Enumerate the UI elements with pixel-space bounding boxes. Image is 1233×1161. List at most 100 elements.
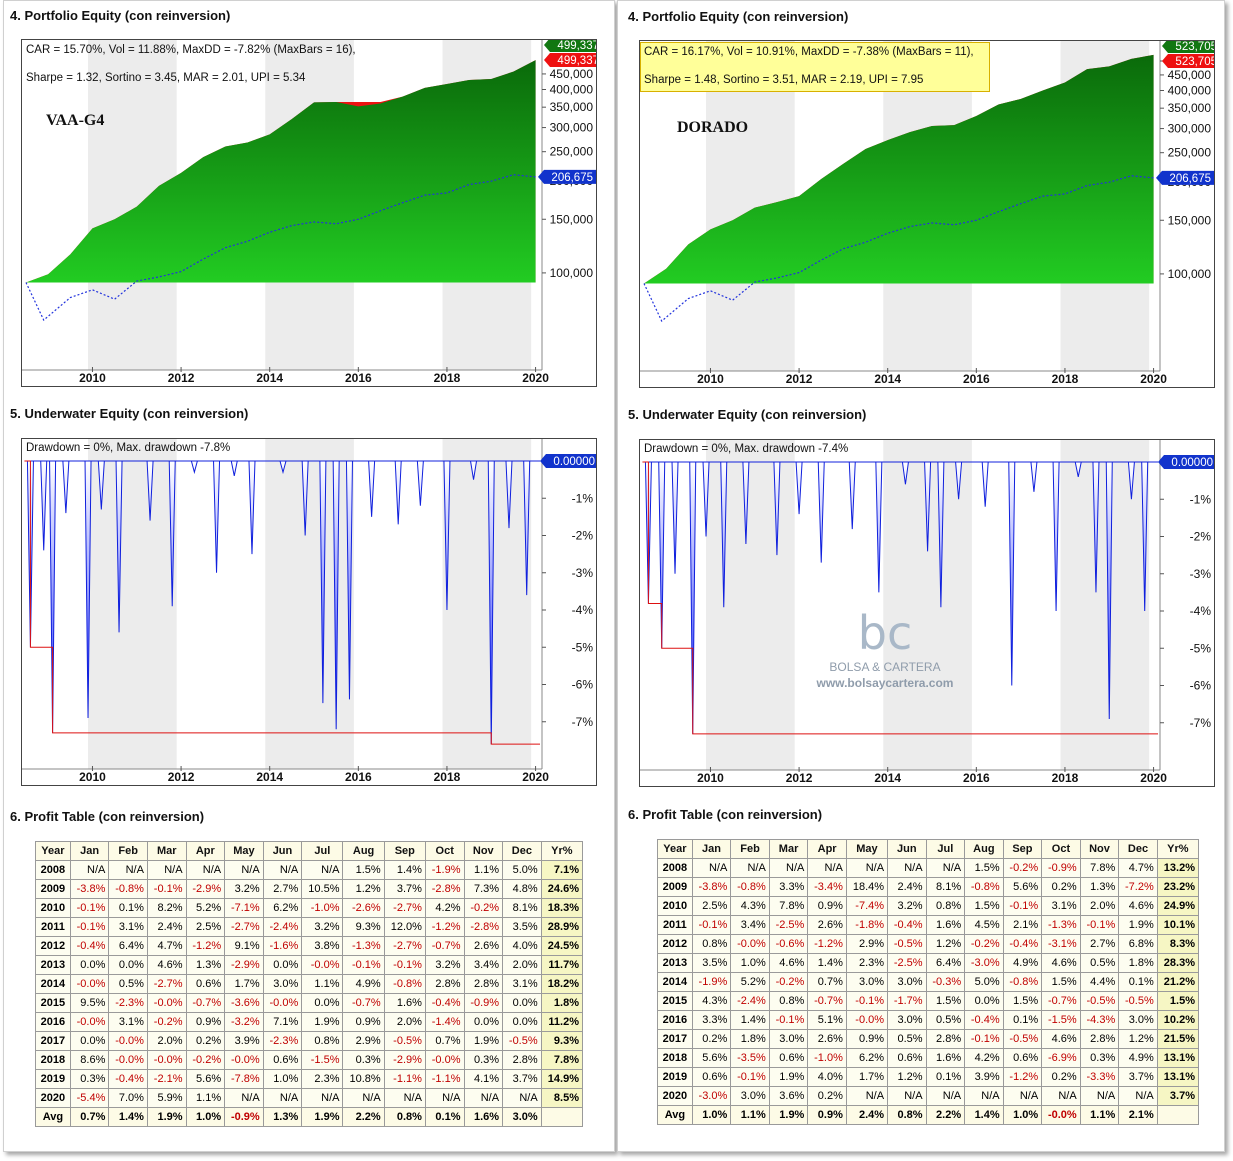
month-cell: 2.9% xyxy=(845,934,889,954)
x-tick-label: 2010 xyxy=(697,372,724,386)
month-cell: N/A xyxy=(224,1088,264,1108)
month-cell: 9.1% xyxy=(224,936,264,956)
x-tick-label: 2014 xyxy=(874,771,901,785)
month-cell: -7.2% xyxy=(1118,877,1158,897)
month-cell: -0.5% xyxy=(1079,991,1120,1011)
month-cell: -0.1% xyxy=(1079,915,1120,935)
month-cell: -0.2% xyxy=(1002,858,1043,878)
equity-stats: CAR = 16.17%, Vol = 10.91%, MaxDD = -7.3… xyxy=(640,42,990,92)
month-cell: -3.0% xyxy=(964,953,1004,973)
month-cell: 1.3% xyxy=(262,1107,303,1127)
table-row: 2011 -0.1% 3.4% -2.5% 2.6% -1.8% -0.4% 1.6% 4.5%… xyxy=(657,915,1200,935)
month-cell: 8.2% xyxy=(146,898,187,918)
month-cell: 0.6% xyxy=(185,974,226,994)
badge-last-equity-text: 499,337 xyxy=(557,40,596,52)
x-tick-label: 2014 xyxy=(256,770,283,784)
month-cell: 0.5% xyxy=(1079,953,1120,973)
month-cell: 0.1% xyxy=(1002,1010,1043,1030)
underwater-chart: -1% -2% -3% -4% -5% -6% -7% 2010 2012 2014 2016 201… xyxy=(639,439,1215,787)
month-cell: 0.0% xyxy=(502,993,542,1013)
month-cell: -0.4% xyxy=(424,993,465,1013)
max-drawdown-line xyxy=(642,461,1158,735)
watermark-logo: bc xyxy=(857,606,913,660)
month-cell: N/A xyxy=(887,1086,927,1106)
year-return-cell: 7.1% xyxy=(540,860,584,880)
month-cell: 0.9% xyxy=(185,1012,226,1032)
month-cell: -3.3% xyxy=(1079,1067,1120,1087)
x-tick-label: 2018 xyxy=(1052,372,1079,386)
month-cell: -2.8% xyxy=(424,879,465,899)
month-cell: 3.0% xyxy=(262,974,303,994)
month-cell: 3.0% xyxy=(730,1086,770,1106)
month-cell: 1.2% xyxy=(925,934,966,954)
month-cell: -0.5% xyxy=(1118,991,1158,1011)
month-cell: 0.8% xyxy=(887,1105,927,1125)
month-cell: -0.8% xyxy=(730,877,770,897)
table-header-row: Year Jan Feb Mar Apr May Jun Jul Aug Sep Oct Nov Dec… xyxy=(657,839,1200,859)
column-header: Apr xyxy=(807,839,847,859)
month-cell: 6.4% xyxy=(925,953,966,973)
month-cell: 2.0% xyxy=(1079,896,1120,916)
column-header: Yr% xyxy=(540,841,584,861)
year-cell: 2017 xyxy=(35,1031,71,1051)
month-cell: -0.5% xyxy=(1002,1029,1043,1049)
table-row: 2016 -0.0% 3.1% -0.2% 0.9% -3.2% 7.1% 1.9% 0.9% 2… xyxy=(35,1012,584,1032)
month-cell: -0.1% xyxy=(1002,896,1043,916)
month-cell: 6.4% xyxy=(108,936,148,956)
month-cell: 4.2% xyxy=(964,1048,1004,1068)
month-cell: 4.0% xyxy=(502,936,542,956)
year-cell: 2016 xyxy=(657,1010,693,1030)
month-cell: -0.5% xyxy=(383,1031,426,1051)
month-cell: 4.9% xyxy=(342,974,385,994)
month-cell: -1.1% xyxy=(424,1069,465,1089)
x-tick-label: 2020 xyxy=(1140,771,1167,785)
month-cell: 6.2% xyxy=(845,1048,889,1068)
table-row: 2011 -0.1% 3.1% 2.4% 2.5% -2.7% -2.4% 3.2% 9.3% 1… xyxy=(35,917,584,937)
month-cell: N/A xyxy=(1118,1086,1158,1106)
month-cell: N/A xyxy=(502,1088,542,1108)
equity-chart-svg: 100,000150,000200,000250,000300,000350,0… xyxy=(22,40,596,385)
year-cell: 2010 xyxy=(35,898,71,918)
y-tick-label: -2% xyxy=(572,529,594,543)
year-cell: 2014 xyxy=(657,972,693,992)
badge-last-benchmark-text: 206,675 xyxy=(551,172,593,184)
watermark-url: www.bolsaycartera.com xyxy=(816,676,954,690)
month-cell: 4.6% xyxy=(1041,1029,1081,1049)
month-cell: -0.6% xyxy=(768,934,809,954)
x-tick-label: 2020 xyxy=(522,770,549,784)
month-cell: -7.4% xyxy=(845,896,889,916)
month-cell: N/A xyxy=(342,1088,385,1108)
month-cell: -3.1% xyxy=(1041,934,1081,954)
year-return-cell: 24.6% xyxy=(540,879,584,899)
month-cell: 3.1% xyxy=(502,974,542,994)
month-cell: N/A xyxy=(768,858,809,878)
month-cell: 2.1% xyxy=(1002,915,1043,935)
y-tick-label: 450,000 xyxy=(550,67,594,81)
month-cell: 7.3% xyxy=(463,879,504,899)
year-band xyxy=(1060,440,1150,770)
month-cell: 1.9% xyxy=(768,1105,809,1125)
year-return-cell: 8.3% xyxy=(1156,934,1200,954)
year-return-cell: 13.1% xyxy=(1156,1067,1200,1087)
equity-area xyxy=(644,54,1154,284)
month-cell: -0.1% xyxy=(69,917,110,937)
underwater-title: 5. Underwater Equity (con reinversion) xyxy=(628,407,867,422)
year-cell: 2010 xyxy=(657,896,693,916)
table-row: 2019 0.3% -0.4% -2.1% 5.6% -7.8% 1.0% 2.3% 10.8%… xyxy=(35,1069,584,1089)
year-cell: 2019 xyxy=(657,1067,693,1087)
column-header: Oct xyxy=(1041,839,1081,859)
month-cell: N/A xyxy=(691,858,732,878)
month-cell: 9.3% xyxy=(342,917,385,937)
year-cell: 2009 xyxy=(35,879,71,899)
x-tick-label: 2012 xyxy=(786,372,813,386)
y-tick-label: -5% xyxy=(1190,641,1212,655)
month-cell: 3.1% xyxy=(108,1012,148,1032)
month-cell: 3.0% xyxy=(1118,1010,1158,1030)
month-cell: 8.1% xyxy=(502,898,542,918)
underwater-title: 5. Underwater Equity (con reinversion) xyxy=(10,406,249,421)
x-tick-label: 2016 xyxy=(345,371,372,385)
month-cell: N/A xyxy=(463,1088,504,1108)
column-header: Apr xyxy=(185,841,226,861)
x-tick-label: 2016 xyxy=(963,372,990,386)
month-cell: 4.6% xyxy=(1041,953,1081,973)
